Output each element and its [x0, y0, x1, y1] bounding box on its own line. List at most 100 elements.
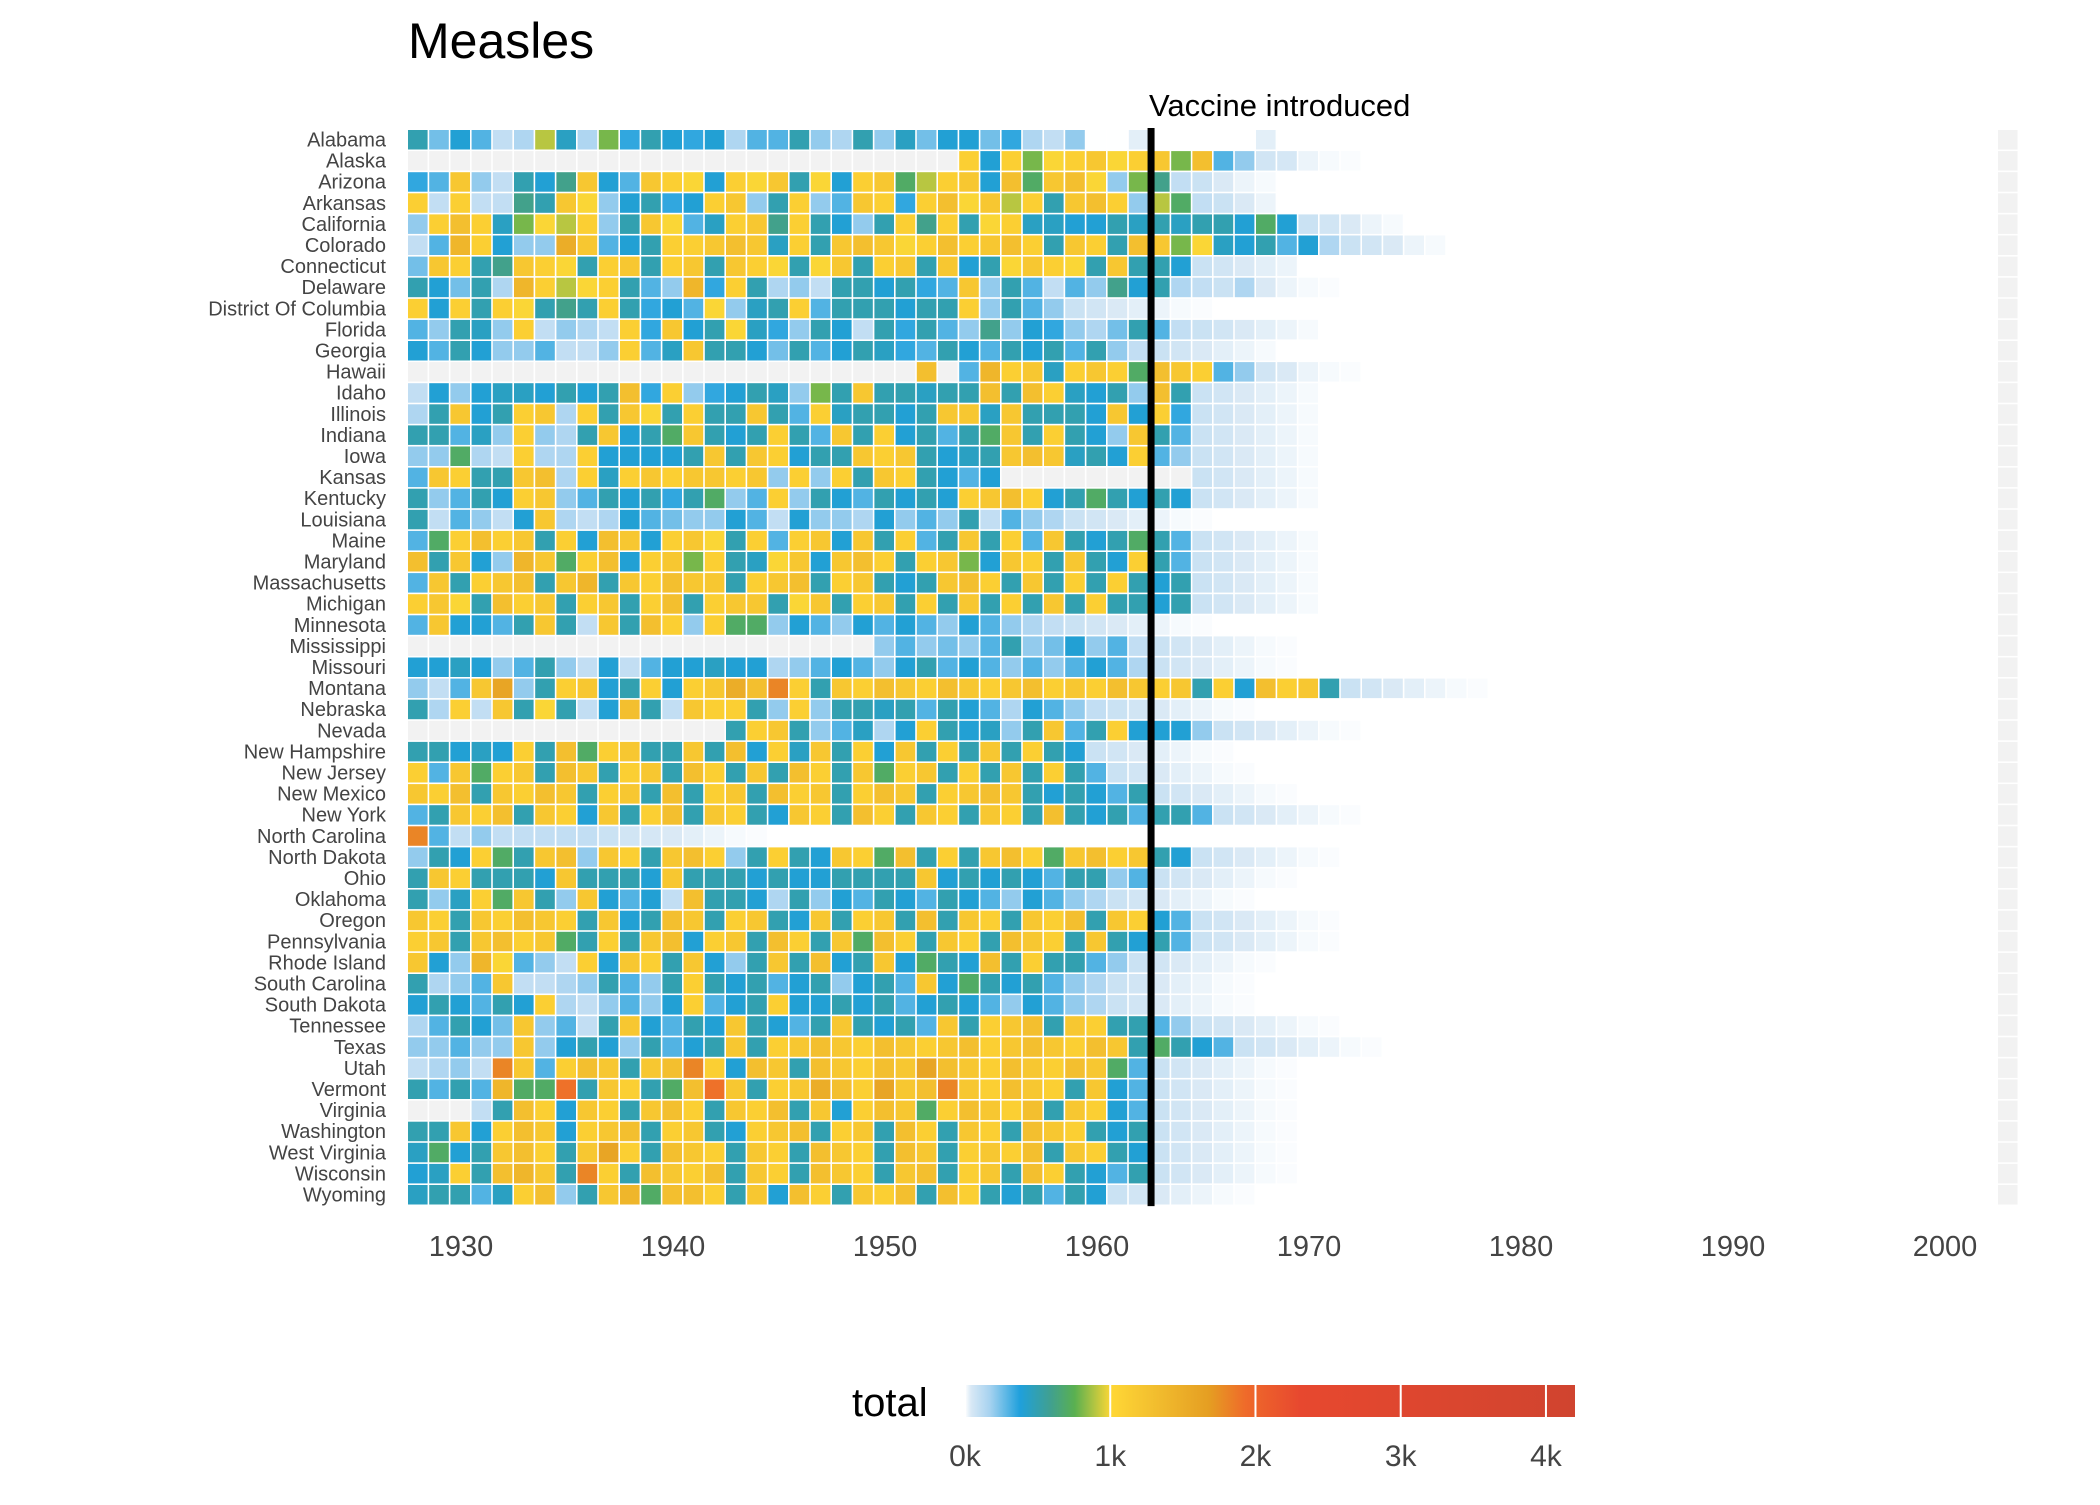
heatmap-cell: [598, 1163, 619, 1184]
heatmap-cell: [1150, 615, 1170, 635]
heatmap-cell: [1955, 404, 1976, 424]
heatmap-cell: [1976, 552, 1997, 572]
heatmap-cell: [598, 235, 619, 255]
heatmap-cell: [1340, 720, 1361, 741]
heatmap-cell: [895, 319, 916, 340]
heatmap-cell: [1213, 1037, 1234, 1057]
heatmap-cell: [1658, 910, 1679, 931]
heatmap-cell: [1128, 425, 1149, 445]
heatmap-cell: [747, 678, 767, 699]
heatmap-cell: [429, 952, 449, 973]
heatmap-cell: [1277, 1163, 1297, 1184]
heatmap-cell: [980, 615, 1000, 635]
heatmap-cell: [1128, 383, 1149, 403]
heatmap-cell: [1256, 298, 1276, 319]
heatmap-cell: [789, 362, 810, 382]
heatmap-cell: [1001, 889, 1022, 910]
heatmap-cell: [1595, 657, 1615, 677]
heatmap-cell: [1171, 573, 1191, 593]
heatmap-cell: [1383, 1058, 1403, 1078]
heatmap-cell: [704, 509, 725, 530]
heatmap-cell: [1828, 319, 1848, 340]
heatmap-cell: [620, 931, 640, 952]
heatmap-cell: [683, 488, 704, 509]
heatmap-cell: [1828, 130, 1848, 150]
heatmap-cell: [1552, 1079, 1573, 1099]
heatmap-cell: [1234, 172, 1255, 192]
heatmap-cell: [1489, 130, 1509, 150]
heatmap-cell: [471, 488, 492, 509]
heatmap-cell: [1870, 952, 1891, 973]
heatmap-cell: [895, 172, 916, 192]
state-label: South Dakota: [265, 995, 387, 1017]
heatmap-cell: [514, 1037, 534, 1057]
heatmap-cell: [1616, 847, 1636, 867]
heatmap-cell: [1616, 995, 1636, 1015]
heatmap-cell: [959, 193, 979, 213]
heatmap-cell: [683, 214, 704, 234]
heatmap-cell: [1828, 425, 1848, 445]
heatmap-cell: [980, 214, 1000, 234]
heatmap-cell: [1044, 425, 1064, 445]
heatmap-cell: [1870, 657, 1891, 677]
heatmap-cell: [1086, 805, 1106, 825]
heatmap-cell: [1828, 1121, 1848, 1142]
heatmap-cell: [895, 931, 916, 952]
heatmap-cell: [1870, 509, 1891, 530]
heatmap-cell: [1425, 552, 1446, 572]
heatmap-cell: [1446, 763, 1467, 783]
heatmap-cell: [1531, 509, 1552, 530]
heatmap-cell: [704, 699, 725, 720]
heatmap-cell: [1828, 615, 1848, 635]
heatmap-cell: [1234, 784, 1255, 804]
heatmap-cell: [1086, 235, 1106, 255]
heatmap-cell: [1786, 298, 1806, 319]
heatmap-cell: [895, 130, 916, 150]
heatmap-cell: [1658, 298, 1679, 319]
heatmap-cell: [1086, 1121, 1106, 1142]
heatmap-cell: [959, 362, 979, 382]
heatmap-cell: [1234, 509, 1255, 530]
heatmap-cell: [1362, 678, 1382, 699]
heatmap-cell: [1913, 362, 1933, 382]
heatmap-cell: [810, 235, 831, 255]
heatmap-cell: [598, 1016, 619, 1036]
heatmap-cell: [514, 594, 534, 614]
heatmap-cell: [1065, 1016, 1085, 1036]
heatmap-cell: [1574, 805, 1594, 825]
heatmap-cell: [853, 467, 873, 488]
heatmap-cell: [1934, 720, 1954, 741]
heatmap-cell: [1192, 509, 1212, 530]
heatmap-cell: [1913, 1016, 1933, 1036]
heatmap-cell: [1743, 488, 1764, 509]
heatmap-cell: [1828, 362, 1848, 382]
heatmap-cell: [980, 720, 1000, 741]
heatmap-cell: [747, 847, 767, 867]
heatmap-cell: [980, 1058, 1000, 1078]
heatmap-cell: [1637, 678, 1658, 699]
heatmap-cell: [1425, 1079, 1446, 1099]
heatmap-cell: [429, 298, 449, 319]
heatmap-cell: [938, 805, 958, 825]
heatmap-cell: [1107, 425, 1128, 445]
heatmap-cell: [1701, 636, 1721, 656]
heatmap-cell: [1150, 1037, 1170, 1057]
heatmap-cell: [1849, 931, 1870, 952]
heatmap-cell: [1150, 720, 1170, 741]
heatmap-cell: [1531, 383, 1552, 403]
heatmap-cell: [1383, 298, 1403, 319]
heatmap-cell: [1913, 720, 1933, 741]
heatmap-cell: [1404, 235, 1424, 255]
heatmap-cell: [832, 594, 852, 614]
heatmap-cell: [1446, 1163, 1467, 1184]
chart-title: Measles: [408, 13, 594, 69]
heatmap-cell: [853, 172, 873, 192]
heatmap-cell: [641, 1100, 661, 1121]
heatmap-cell: [1065, 868, 1085, 888]
heatmap-cell: [1955, 1058, 1976, 1078]
heatmap-cell: [789, 552, 810, 572]
heatmap-cell: [916, 509, 937, 530]
heatmap-cell: [1022, 1079, 1043, 1099]
heatmap-cell: [1849, 763, 1870, 783]
